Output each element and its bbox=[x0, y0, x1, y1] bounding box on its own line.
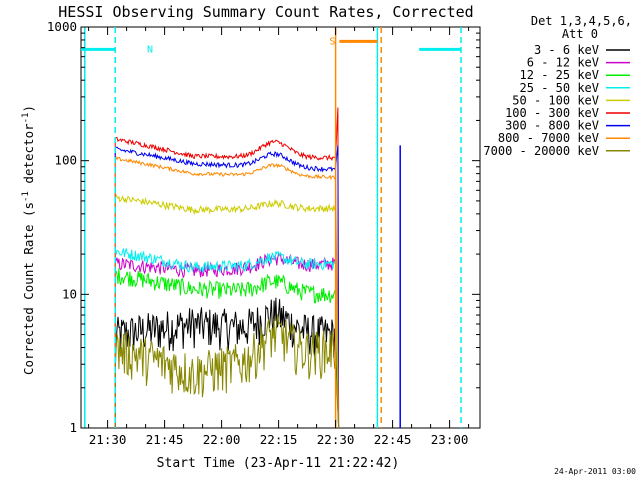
series-line bbox=[114, 193, 340, 429]
series-line bbox=[114, 268, 340, 429]
interval-markers: NS bbox=[81, 27, 462, 428]
series-line bbox=[114, 248, 340, 429]
legend-label: 100 - 300 keV bbox=[505, 106, 599, 120]
y-label-sup1: -1 bbox=[21, 191, 31, 202]
legend-header-line1: Det 1,3,4,5,6, bbox=[531, 14, 632, 28]
x-tick-label: 21:30 bbox=[89, 432, 127, 447]
x-tick-label: 22:45 bbox=[374, 432, 412, 447]
chart-title: HESSI Observing Summary Count Rates, Cor… bbox=[58, 3, 473, 21]
legend-label: 3 - 6 keV bbox=[534, 43, 599, 57]
series-line bbox=[114, 107, 340, 429]
plot-border bbox=[80, 26, 481, 429]
legend-label: 800 - 7000 keV bbox=[498, 131, 599, 145]
y-label-main: Corrected Count Rate (s bbox=[21, 202, 36, 375]
legend-label: 50 - 100 keV bbox=[512, 93, 599, 107]
legend-label: 300 - 800 keV bbox=[505, 119, 599, 133]
legend-label: 6 - 12 keV bbox=[527, 56, 599, 70]
legend-label: 12 - 25 keV bbox=[520, 68, 599, 82]
y-tick-label: 1000 bbox=[47, 19, 77, 34]
x-axis-label: Start Time (23-Apr-11 21:22:42) bbox=[157, 456, 400, 471]
legend-label: 7000 - 20000 keV bbox=[483, 144, 599, 158]
y-label-mid: detector bbox=[21, 123, 36, 191]
axes: 21:30 21:45 22:00 22:15 22:30 22:45 23:00 1 10 10… bbox=[47, 19, 480, 447]
x-tick-label: 22:00 bbox=[203, 432, 241, 447]
x-tick-label: 23:00 bbox=[431, 432, 469, 447]
series-line bbox=[114, 145, 340, 429]
plot-frame bbox=[80, 26, 481, 429]
y-tick-label: 10 bbox=[62, 286, 77, 301]
interval-label: S bbox=[329, 36, 335, 47]
x-tick-label: 21:45 bbox=[146, 432, 184, 447]
x-tick-label: 22:15 bbox=[260, 432, 298, 447]
series-line bbox=[114, 156, 340, 429]
y-tick-label: 100 bbox=[54, 153, 77, 168]
legend-header-line2: Att 0 bbox=[562, 27, 598, 41]
x-tick-label: 22:30 bbox=[317, 432, 355, 447]
interval-label: N bbox=[147, 44, 153, 55]
y-tick-label: 1 bbox=[69, 420, 77, 435]
timestamp: 24-Apr-2011 03:00 bbox=[554, 467, 636, 476]
legend-label: 25 - 50 keV bbox=[520, 81, 599, 95]
series-line bbox=[114, 313, 340, 429]
y-label-sup2: -1 bbox=[21, 113, 31, 124]
series-layer bbox=[114, 107, 401, 429]
y-axis-label: Corrected Count Rate (s-1 detector-1) bbox=[21, 105, 36, 375]
y-label-end: ) bbox=[21, 105, 36, 113]
